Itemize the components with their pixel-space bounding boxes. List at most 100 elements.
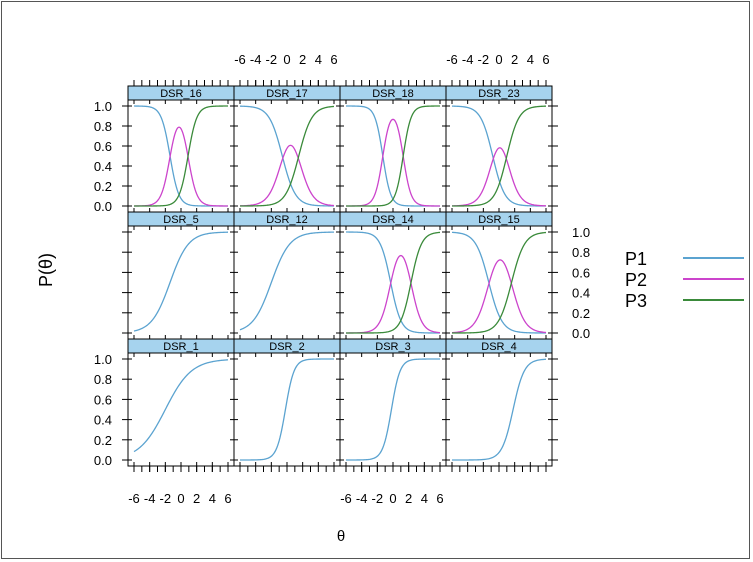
- series-line-p2: [239, 144, 335, 207]
- x-tick-label: 0: [495, 52, 502, 67]
- series-line-p3: [452, 231, 547, 334]
- panel-box: [445, 352, 553, 467]
- y-tick-label: 0.8: [94, 119, 112, 134]
- x-tick-label: -6: [128, 491, 140, 506]
- panel-title: DSR_18: [372, 88, 414, 100]
- panel-box: [445, 225, 553, 340]
- y-tick-label: 0.6: [572, 265, 590, 280]
- panel-title: DSR_14: [372, 214, 414, 226]
- y-tick-label: 0.8: [94, 372, 112, 387]
- y-tick-label: 0.6: [94, 139, 112, 154]
- y-tick-label: 1.0: [572, 225, 590, 240]
- panel-title: DSR_2: [269, 341, 304, 353]
- y-tick-label: 0.0: [94, 453, 112, 468]
- panel-box: [127, 352, 235, 467]
- x-tick-label: -6: [234, 52, 246, 67]
- panel-box: [339, 225, 447, 340]
- x-tick-label: -4: [462, 52, 474, 67]
- x-tick-label: 6: [224, 491, 231, 506]
- panel-title: DSR_23: [478, 88, 520, 100]
- y-axis-label: P(θ): [36, 253, 56, 287]
- y-tick-label: 0.4: [94, 413, 112, 428]
- series-line-p1: [239, 231, 335, 331]
- series-line-p3: [346, 231, 441, 334]
- x-tick-label: -4: [356, 491, 368, 506]
- panel-box: [339, 99, 447, 213]
- panel: DSR_12: [233, 211, 341, 340]
- series-line-p1: [346, 231, 440, 334]
- series-line-p3: [134, 105, 228, 207]
- series-line-p3: [346, 105, 440, 207]
- panel-box: [127, 225, 235, 340]
- panel: DSR_18: [339, 85, 447, 213]
- y-tick-label: 1.0: [94, 99, 112, 114]
- panel-title: DSR_15: [478, 214, 520, 226]
- y-tick-label: 0.2: [94, 433, 112, 448]
- x-tick-label: -2: [372, 491, 384, 506]
- series-line-p3: [452, 105, 547, 207]
- x-tick-label: 6: [542, 52, 549, 67]
- panel: DSR_2: [233, 338, 341, 467]
- panel-box: [233, 99, 341, 213]
- panel: DSR_23: [445, 85, 553, 213]
- x-tick-label: 2: [299, 52, 306, 67]
- outer-axes: -6 -4 -2 0 2 4 6 -6 -4 -2 0 2 4 6-6 -4 -2 0 2 4 6 -6 -4 -2 0 2 4 6…: [94, 52, 590, 506]
- x-tick-label: -2: [478, 52, 490, 67]
- x-tick-label: -6: [446, 52, 458, 67]
- panel-title: DSR_3: [375, 341, 410, 353]
- panel: DSR_1: [127, 338, 235, 467]
- series-line-p1: [451, 105, 547, 207]
- x-tick-label: 2: [193, 491, 200, 506]
- panel-box: [233, 225, 341, 340]
- x-tick-label: 0: [283, 52, 290, 67]
- series-line-p1: [346, 105, 440, 207]
- series-line-p1: [452, 358, 547, 461]
- x-axis-label: θ: [337, 528, 345, 545]
- panel-title: DSR_1: [163, 341, 198, 353]
- y-tick-label: 0.2: [572, 306, 590, 321]
- y-tick-label: 0.4: [572, 286, 590, 301]
- panels-layer: DSR_1 6 DSR_17 DSR_18 DSR_23 DSR_5 DSR_12 DSR_1…: [94, 52, 590, 506]
- series-line-p1: [346, 358, 440, 461]
- x-tick-label: 6: [436, 491, 443, 506]
- y-tick-label: 1.0: [94, 352, 112, 367]
- x-tick-label: 0: [389, 491, 396, 506]
- y-tick-label: 0.0: [94, 199, 112, 214]
- series-line-p1: [133, 231, 229, 332]
- y-tick-label: 0.4: [94, 159, 112, 174]
- panel: DSR_5: [127, 211, 235, 340]
- y-tick-label: 0.2: [94, 179, 112, 194]
- panel-box: [445, 99, 553, 213]
- panel-title: DSR_5: [163, 214, 198, 226]
- series-line-p1: [239, 105, 334, 207]
- panel: DSR_3: [339, 338, 447, 467]
- x-tick-label: -6: [340, 491, 352, 506]
- panel: DSR_15: [445, 211, 553, 340]
- series-line-p1: [240, 358, 334, 461]
- x-tick-label: -4: [144, 491, 156, 506]
- panel-box: [233, 352, 341, 467]
- legend-label: P2: [625, 270, 647, 290]
- panel: DSR_4: [445, 338, 553, 467]
- series-line-p1: [133, 359, 229, 453]
- series-line-p2: [451, 147, 547, 207]
- x-tick-label: 0: [177, 491, 184, 506]
- x-tick-label: -4: [250, 52, 262, 67]
- x-tick-label: 2: [511, 52, 518, 67]
- x-tick-label: 4: [315, 52, 322, 67]
- panel-title: DSR_17: [266, 88, 308, 100]
- x-tick-label: -2: [266, 52, 278, 67]
- y-tick-label: 0.8: [572, 245, 590, 260]
- x-tick-label: 6: [330, 52, 337, 67]
- panel-title: DSR_12: [266, 214, 308, 226]
- legend-label: P1: [625, 249, 647, 269]
- series-line-p2: [346, 118, 440, 207]
- legend-label: P3: [625, 291, 647, 311]
- y-tick-label: 0.6: [94, 392, 112, 407]
- series-line-p1: [451, 231, 546, 334]
- series-line-p2: [451, 259, 547, 334]
- x-tick-label: 4: [527, 52, 534, 67]
- x-tick-label: 2: [405, 491, 412, 506]
